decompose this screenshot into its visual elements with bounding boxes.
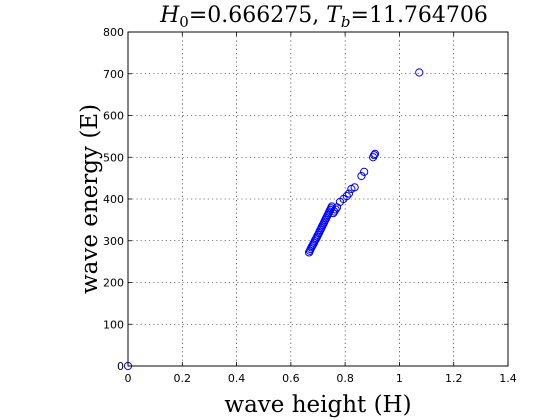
y-tick-label: 500: [103, 151, 124, 164]
data-points: [123, 68, 424, 371]
title-t-subscript: b: [341, 13, 351, 31]
x-tick-label: 0.2: [174, 372, 192, 385]
y-tick-label: 800: [103, 26, 124, 39]
data-point: [370, 149, 380, 159]
chart-title: H0=0.666275, Tb=11.764706: [159, 3, 488, 31]
data-point: [342, 191, 351, 201]
data-point: [357, 171, 366, 181]
y-tick-label: 400: [103, 193, 124, 206]
data-point: [344, 189, 354, 198]
data-point: [370, 151, 379, 160]
x-tick-labels: 0 0.2 0.4 0.6 0.8 1 1.2 1.4: [125, 372, 517, 385]
x-tick-label: 0: [125, 372, 132, 385]
data-point: [331, 205, 340, 214]
title-h-subscript: 0: [179, 13, 189, 31]
data-point: [360, 167, 369, 176]
x-tick-label: 0.8: [336, 372, 354, 385]
y-tick-label: 200: [103, 277, 124, 290]
y-tick-label: 700: [103, 68, 124, 81]
y-tick-label: 0: [117, 360, 124, 373]
data-point: [350, 183, 359, 192]
x-tick-label: 0.4: [228, 372, 246, 385]
x-tick-label: 1: [396, 372, 403, 385]
title-h-symbol: H: [159, 3, 180, 28]
title-h-value: =0.666275,: [189, 3, 326, 28]
y-tick-label: 300: [103, 235, 124, 248]
data-point: [415, 68, 424, 77]
plot-frame: [127, 31, 509, 367]
x-tick-label: 0.6: [282, 372, 300, 385]
y-tick-label: 100: [103, 318, 124, 331]
data-point: [330, 207, 339, 216]
y-tick-label: 600: [103, 110, 124, 123]
x-axis-label: wave height (H): [224, 392, 411, 418]
y-tick-labels: 0 100 200 300 400 500 600 700 800: [103, 26, 124, 373]
x-tick-label: 1.4: [499, 372, 517, 385]
x-tick-label: 1.2: [445, 372, 463, 385]
title-t-value: =11.764706: [351, 3, 488, 28]
title-t-symbol: T: [326, 3, 343, 28]
y-axis-label: wave energy (E): [77, 104, 103, 294]
